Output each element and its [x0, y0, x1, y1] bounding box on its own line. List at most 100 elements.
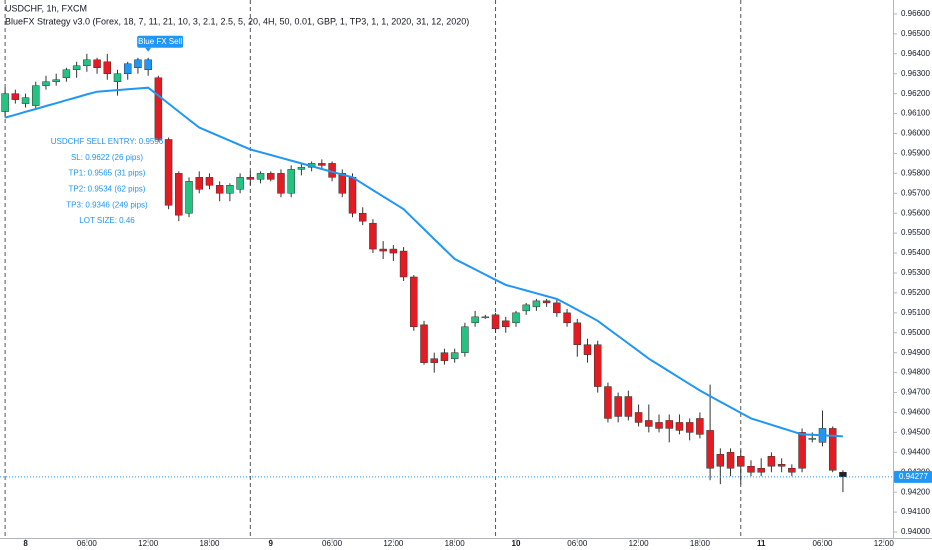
y-tick-label: 0.95000 — [901, 328, 930, 337]
candle-body — [297, 167, 306, 170]
candle-body — [42, 81, 50, 86]
candle-body — [399, 250, 408, 278]
candle-body — [267, 173, 275, 180]
candle-body — [236, 177, 244, 190]
candle-body — [1, 93, 9, 112]
candle-body — [532, 300, 541, 308]
signal-pointer — [145, 47, 152, 52]
x-tick-label: 18:00 — [690, 539, 711, 548]
y-tick-label: 0.94000 — [901, 527, 930, 536]
candle-body — [696, 418, 704, 435]
candle-body — [134, 59, 142, 68]
candle-body — [175, 173, 183, 216]
candle-body — [164, 139, 173, 206]
y-tick-label: 0.94100 — [901, 507, 930, 516]
x-tick-label: 11 — [757, 539, 766, 548]
y-tick-label: 0.95900 — [901, 149, 930, 158]
candle-body — [358, 212, 367, 222]
candle-body — [338, 173, 347, 194]
candle-body — [226, 185, 234, 194]
y-tick-label: 0.96100 — [901, 109, 930, 118]
y-tick-label: 0.96600 — [901, 9, 930, 18]
candle-body — [675, 422, 684, 431]
x-tick-label: 12:00 — [138, 539, 159, 548]
candle-body — [808, 438, 817, 440]
signal-box — [137, 35, 184, 48]
x-tick-label: 06:00 — [77, 539, 98, 548]
candle-body — [604, 386, 612, 419]
candle-body — [788, 468, 796, 473]
candle-body — [144, 59, 152, 70]
candle-body — [553, 302, 561, 314]
x-tick-label: 18:00 — [445, 539, 466, 548]
candle-body — [52, 79, 60, 82]
last-price-box — [894, 470, 932, 483]
candle-body — [410, 276, 418, 328]
y-tick-label: 0.95500 — [901, 228, 930, 237]
x-tick-label: 12:00 — [383, 539, 404, 548]
candle-body — [83, 59, 91, 67]
candle-body — [614, 396, 622, 417]
candle-body — [777, 464, 786, 467]
candle-body — [583, 344, 592, 355]
candle-body — [828, 428, 837, 471]
candle-body — [256, 173, 265, 180]
candle-body — [655, 422, 663, 429]
candle-body — [512, 312, 520, 324]
candle-body — [726, 452, 735, 469]
y-tick-label: 0.95100 — [901, 308, 930, 317]
moving-average — [4, 86, 843, 438]
candle-body — [706, 430, 714, 469]
candle-body — [645, 420, 653, 427]
y-tick-label: 0.95600 — [901, 208, 930, 217]
y-tick-label: 0.94700 — [901, 388, 930, 397]
candle-body — [624, 396, 633, 417]
y-tick-label: 0.94900 — [901, 348, 930, 357]
candle-body — [185, 181, 193, 214]
x-tick-label: 10 — [512, 539, 521, 548]
y-tick-label: 0.96000 — [901, 129, 930, 138]
candle-body — [215, 185, 224, 194]
candle-body — [634, 412, 643, 423]
signal-label: Blue FX Sell — [138, 37, 182, 46]
y-tick-label: 0.94200 — [901, 487, 930, 496]
candle-body — [747, 466, 755, 473]
x-tick-label: 9 — [269, 539, 274, 548]
candle-body — [113, 73, 122, 82]
candle-body — [440, 352, 449, 361]
candle-body — [839, 471, 847, 478]
candle-body — [62, 69, 71, 78]
trade-annotation: TP3: 0.9346 (249 pips) — [66, 200, 148, 209]
candle-body — [471, 316, 479, 324]
y-tick-label: 0.95400 — [901, 248, 930, 257]
candle-body — [757, 468, 765, 473]
candle-body — [123, 63, 132, 74]
candle-body — [798, 432, 806, 469]
y-tick-label: 0.94800 — [901, 368, 930, 377]
candle-body — [389, 248, 398, 254]
candle-body — [737, 456, 745, 467]
candle-body — [563, 312, 571, 324]
candle-body — [93, 59, 101, 68]
candle-body — [318, 163, 326, 166]
y-tick-label: 0.95700 — [901, 188, 930, 197]
candle-body — [461, 326, 469, 353]
y-tick-label: 0.96500 — [901, 29, 930, 38]
y-tick-label: 0.95300 — [901, 268, 930, 277]
y-tick-label: 0.95800 — [901, 168, 930, 177]
trade-annotation: TP1: 0.9565 (31 pips) — [69, 169, 146, 178]
x-tick-label: 06:00 — [322, 539, 343, 548]
y-tick-label: 0.94600 — [901, 408, 930, 417]
candle-body — [21, 97, 30, 104]
candle-body — [450, 352, 459, 359]
candle-body — [369, 222, 377, 250]
candle-body — [154, 77, 163, 140]
candle-body — [420, 324, 428, 363]
trade-annotation: TP2: 0.9534 (62 pips) — [69, 185, 146, 194]
y-tick-label: 0.96400 — [901, 49, 930, 58]
candle-body — [716, 454, 725, 467]
candle-body — [379, 248, 387, 252]
x-tick-label: 8 — [23, 539, 28, 548]
trade-annotation: LOT SIZE: 0.46 — [79, 216, 135, 225]
